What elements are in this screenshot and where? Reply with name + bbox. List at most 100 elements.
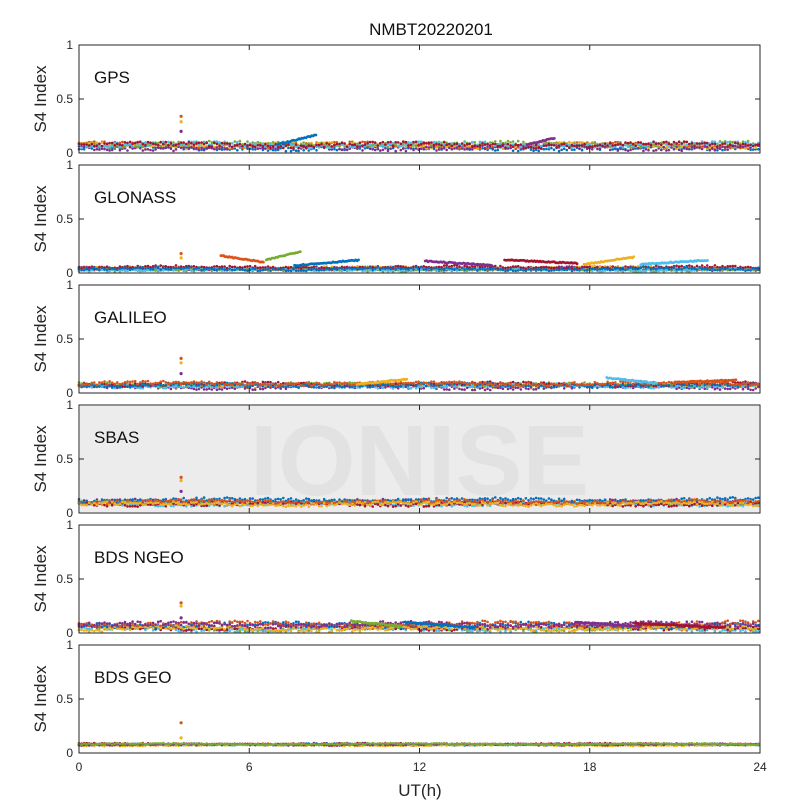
spike-point [179, 120, 183, 124]
data-point [200, 143, 203, 147]
data-point [251, 141, 254, 144]
data-point [616, 266, 620, 270]
data-point [348, 266, 352, 270]
data-point [192, 385, 196, 389]
data-point [404, 149, 408, 153]
data-point [746, 139, 750, 143]
data-point [432, 140, 436, 144]
data-point [601, 267, 604, 271]
data-point [174, 266, 178, 270]
data-point [386, 149, 390, 152]
data-point [749, 266, 752, 269]
data-point [82, 147, 86, 151]
data-point [202, 145, 206, 148]
data-point [534, 268, 538, 271]
data-point [514, 269, 517, 273]
arc-point [552, 137, 556, 140]
data-point [348, 145, 352, 149]
data-point [711, 142, 714, 146]
data-point [213, 147, 216, 151]
data-point [348, 140, 352, 144]
data-point [598, 143, 602, 147]
data-point [167, 143, 170, 147]
data-point [570, 267, 574, 270]
data-point [501, 146, 505, 150]
data-point [356, 142, 359, 146]
data-point [320, 142, 323, 146]
data-point [353, 145, 357, 149]
data-point [95, 141, 99, 144]
data-point [542, 387, 546, 390]
data-point [384, 267, 387, 271]
data-point [317, 143, 321, 147]
data-point [182, 267, 185, 270]
data-point [711, 386, 714, 389]
data-point [580, 267, 584, 270]
data-point [330, 141, 334, 144]
data-point [460, 147, 464, 150]
data-point [361, 267, 364, 271]
data-point [118, 145, 122, 149]
data-point [95, 147, 99, 151]
data-point [394, 268, 398, 271]
data-point [174, 148, 178, 151]
data-point [126, 141, 129, 145]
data-point [93, 148, 96, 152]
data-point [488, 388, 492, 392]
data-point [445, 148, 449, 152]
data-point [379, 144, 382, 148]
data-point [473, 144, 477, 147]
data-point [269, 142, 272, 146]
data-point [233, 387, 237, 391]
y-tick-label: 1 [66, 38, 73, 52]
data-point [82, 145, 86, 149]
data-point [682, 265, 686, 269]
data-point [557, 268, 561, 272]
data-point [442, 140, 446, 144]
data-point [471, 388, 474, 392]
data-point [458, 387, 461, 391]
data-point [93, 140, 96, 143]
data-point [700, 147, 704, 151]
data-point [105, 142, 109, 145]
data-point [381, 266, 385, 270]
data-point [511, 149, 515, 152]
data-point [448, 388, 451, 392]
data-point [555, 141, 558, 144]
data-point [220, 388, 224, 391]
data-point [82, 266, 86, 269]
data-point [335, 144, 339, 148]
data-point [494, 142, 497, 146]
data-point [402, 147, 405, 150]
data-point [371, 143, 375, 146]
data-point [284, 265, 288, 269]
data-point [223, 147, 226, 151]
data-point [287, 269, 290, 273]
data-point [417, 140, 420, 143]
data-point [539, 268, 543, 272]
data-point [164, 386, 168, 390]
data-point [483, 143, 487, 146]
data-point [182, 141, 185, 144]
data-point [266, 142, 270, 145]
data-point [228, 146, 231, 150]
data-point [215, 146, 219, 149]
data-point [614, 140, 617, 144]
data-point [174, 143, 178, 147]
data-point [716, 149, 719, 152]
arc-point [490, 264, 494, 267]
data-point [458, 144, 461, 148]
data-point [220, 145, 224, 149]
data-point [675, 142, 678, 145]
data-point [225, 268, 229, 272]
data-point [82, 268, 86, 272]
data-point [667, 268, 671, 271]
data-point [708, 146, 712, 149]
data-point [665, 146, 668, 149]
data-point [705, 268, 709, 271]
data-point [634, 267, 637, 271]
data-point [680, 149, 683, 153]
data-point [146, 148, 150, 151]
data-point [749, 148, 752, 152]
